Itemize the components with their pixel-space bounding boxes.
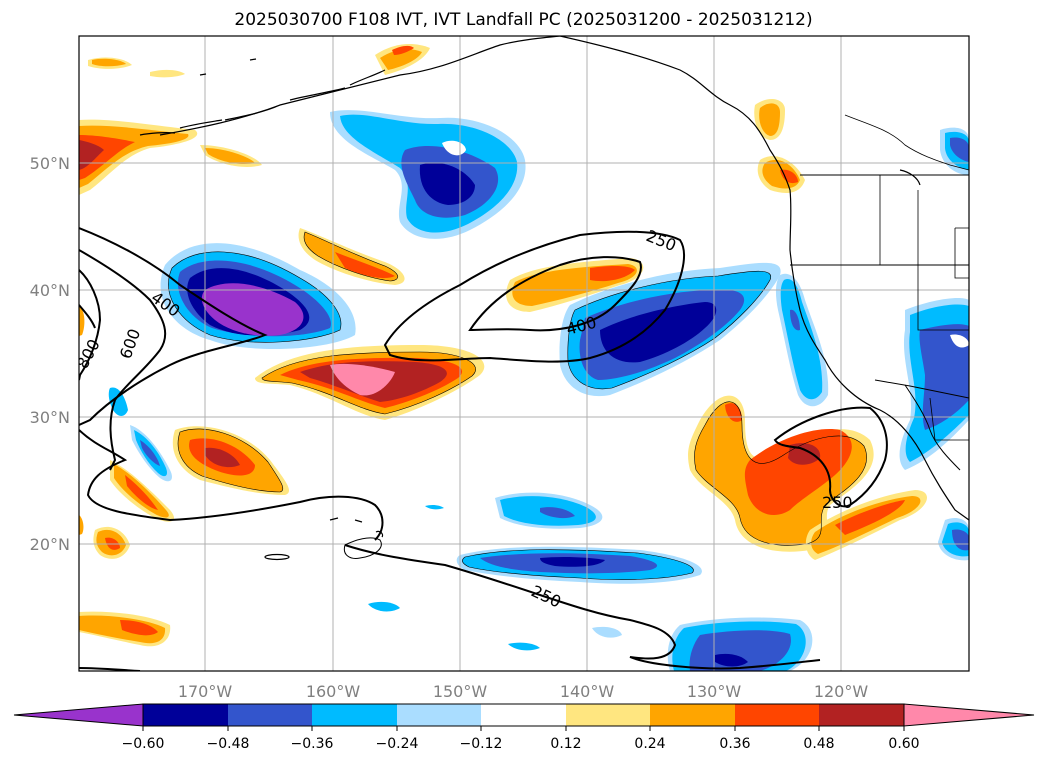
colorbar-extend-min bbox=[13, 703, 144, 727]
colorbar-label-7: 0.24 bbox=[634, 736, 665, 752]
colorbar-ticks bbox=[142, 726, 905, 731]
colorbar-label-2: −0.48 bbox=[207, 736, 250, 752]
colorbar-segment-1 bbox=[143, 704, 228, 726]
lat-label-20n: 20°N bbox=[30, 535, 70, 554]
colorbar-label-5: −0.12 bbox=[460, 736, 503, 752]
colorbar-segment-8 bbox=[735, 704, 819, 726]
colorbar-extend-max bbox=[903, 703, 1035, 727]
colorbar-label-6: 0.12 bbox=[550, 736, 581, 752]
coastlines bbox=[139, 36, 969, 561]
ivt-shading bbox=[79, 44, 969, 671]
colorbar-segment-4 bbox=[397, 704, 481, 726]
lat-labels: 50°N 40°N 30°N 20°N bbox=[30, 154, 70, 554]
lon-label-140w: 140°W bbox=[560, 682, 615, 701]
lat-label-50n: 50°N bbox=[30, 154, 70, 173]
lon-label-130w: 130°W bbox=[687, 682, 742, 701]
colorbar: −0.60 −0.48 −0.36 −0.24 −0.12 0.12 0.24 … bbox=[13, 703, 1035, 752]
contour-label-250-north: 250 bbox=[644, 226, 679, 255]
colorbar-label-1: −0.60 bbox=[122, 736, 165, 752]
contour-label-250-east: 250 bbox=[822, 493, 853, 512]
graticule bbox=[79, 36, 969, 671]
ivt-contours bbox=[79, 227, 888, 671]
contour-label-600: 600 bbox=[116, 326, 144, 361]
contour-label-250-south: 250 bbox=[528, 581, 564, 611]
lon-label-170w: 170°W bbox=[178, 682, 233, 701]
colorbar-label-8: 0.36 bbox=[719, 736, 750, 752]
page-title: 2025030700 F108 IVT, IVT Landfall PC (20… bbox=[234, 10, 813, 30]
colorbar-segment-3 bbox=[312, 704, 397, 726]
colorbar-label-9: 0.48 bbox=[803, 736, 834, 752]
lat-label-30n: 30°N bbox=[30, 408, 70, 427]
lon-label-160w: 160°W bbox=[306, 682, 361, 701]
colorbar-segment-9 bbox=[819, 704, 904, 726]
colorbar-label-10: 0.60 bbox=[888, 736, 919, 752]
colorbar-label-4: −0.24 bbox=[376, 736, 419, 752]
lon-labels: 170°W 160°W 150°W 140°W 130°W 120°W bbox=[178, 682, 869, 701]
colorbar-segment-2 bbox=[228, 704, 312, 726]
lon-label-150w: 150°W bbox=[433, 682, 488, 701]
colorbar-segment-7 bbox=[650, 704, 735, 726]
colorbar-segment-6 bbox=[566, 704, 650, 726]
contour-label-800: 800 bbox=[73, 336, 104, 372]
lat-label-40n: 40°N bbox=[30, 281, 70, 300]
map-area: 400 800 600 250 400 250 250 bbox=[73, 36, 969, 671]
map-frame bbox=[78, 35, 970, 672]
colorbar-label-3: −0.36 bbox=[291, 736, 334, 752]
lon-label-120w: 120°W bbox=[814, 682, 869, 701]
colorbar-segment-5 bbox=[481, 704, 566, 726]
colorbar-frame bbox=[142, 703, 905, 727]
